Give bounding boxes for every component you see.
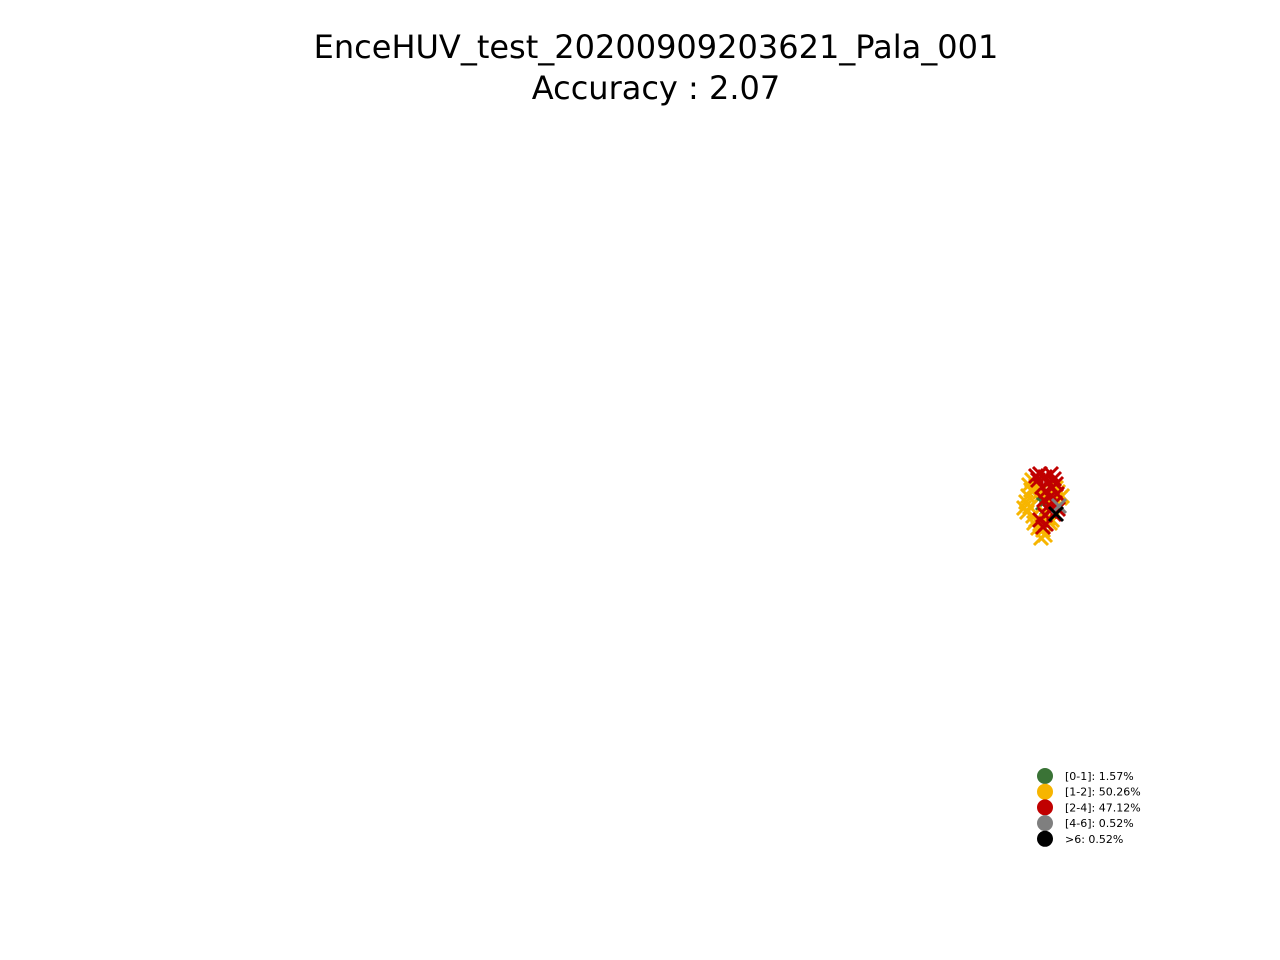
- chart-title: EnceHUV_test_20200909203621_Pala_001: [314, 28, 999, 66]
- legend-marker: [1037, 799, 1053, 816]
- scatter-point: [1027, 467, 1045, 485]
- scatter-marks: [1015, 465, 1071, 547]
- legend-label: [1-2]: 50.26%: [1065, 786, 1141, 799]
- scatter-point: [1015, 499, 1033, 517]
- legend-marker: [1037, 815, 1053, 832]
- chart-subtitle: Accuracy : 2.07: [532, 69, 780, 107]
- legend-marker: [1037, 830, 1053, 847]
- legend-label: [2-4]: 47.12%: [1065, 801, 1141, 814]
- legend-label: [0-1]: 1.57%: [1065, 770, 1134, 783]
- scatter-point: [1047, 505, 1065, 523]
- legend-label: >6: 0.52%: [1065, 833, 1123, 846]
- legend-marker: [1037, 768, 1053, 784]
- scatter-point: [1034, 518, 1052, 536]
- legend-label: [4-6]: 0.52%: [1065, 817, 1134, 830]
- legend-marker: [1037, 783, 1053, 800]
- scatter-point: [1047, 475, 1065, 493]
- legend: [0-1]: 1.57% [1-2]: 50.26% [2-4]: 47.12% [4…: [1037, 768, 1141, 847]
